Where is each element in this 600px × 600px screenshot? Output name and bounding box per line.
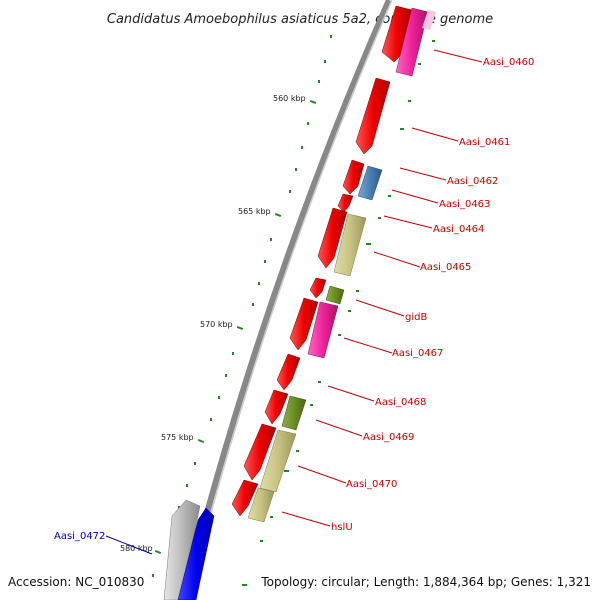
inner-tick-ring	[242, 40, 435, 586]
kbp-label-560: 560 kbp	[273, 94, 306, 103]
reverse-genes	[163, 499, 215, 600]
gene-arrow-aasi-0461[interactable]	[355, 77, 391, 155]
gene-arrow-aasi-0467[interactable]	[289, 297, 319, 351]
feature-pink-1[interactable]	[395, 7, 429, 77]
genome-backbone	[181, 0, 392, 600]
genome-backbone-highlight	[187, 0, 393, 600]
gene-label-hslu[interactable]: hslU	[331, 522, 353, 533]
gene-label-aasi-0465[interactable]: Aasi_0465	[420, 262, 471, 273]
gene-arrow-aasi-0468[interactable]	[276, 353, 301, 391]
feature-khaki-3[interactable]	[247, 487, 275, 523]
footer-left-bg	[4, 572, 148, 592]
kbp-label-570: 570 kbp	[200, 320, 233, 329]
gene-arrow-aasi-0472-blue[interactable]	[177, 507, 215, 600]
gene-label-aasi-0472[interactable]: Aasi_0472	[54, 531, 105, 542]
gene-labels: Aasi_0460 Aasi_0461 Aasi_0462 Aasi_0463 …	[331, 57, 534, 533]
gene-arrow-aasi-0462[interactable]	[342, 159, 365, 195]
feature-khaki-2[interactable]	[259, 429, 297, 493]
major-ticks	[154, 100, 317, 555]
feature-olive-1[interactable]	[325, 285, 345, 305]
gene-arrow-hslu[interactable]	[231, 479, 259, 517]
gene-arrow-aasi-0460[interactable]	[381, 5, 413, 63]
outer-tick-ring	[152, 35, 332, 577]
gene-arrow-aasi-0472-gray[interactable]	[163, 499, 201, 600]
footer-right-bg	[256, 572, 596, 592]
kbp-label-580: 580 kbp	[120, 544, 153, 553]
gene-label-gidb[interactable]: gidB	[405, 312, 427, 323]
gene-arrow-aasi-0464[interactable]	[317, 207, 348, 269]
kbp-label-565: 565 kbp	[238, 207, 271, 216]
label-leader-aasi-0472	[105, 535, 153, 555]
accession-text: Accession: NC_010830	[8, 575, 144, 589]
gene-label-aasi-0467[interactable]: Aasi_0467	[392, 348, 443, 359]
gene-label-aasi-0462[interactable]: Aasi_0462	[447, 176, 498, 187]
gene-label-aasi-0468[interactable]: Aasi_0468	[375, 397, 426, 408]
gene-label-aasi-0470[interactable]: Aasi_0470	[346, 479, 397, 490]
feature-khaki-1[interactable]	[333, 213, 367, 277]
feature-olive-2[interactable]	[281, 395, 307, 431]
feature-pink-2[interactable]	[307, 301, 339, 359]
gene-arrow-gidb[interactable]	[309, 277, 327, 299]
feature-track	[247, 7, 436, 523]
feature-blue[interactable]	[357, 165, 383, 201]
kbp-label-575: 575 kbp	[161, 433, 194, 442]
gene-label-aasi-0469[interactable]: Aasi_0469	[363, 432, 414, 443]
gene-arrow-aasi-0463[interactable]	[337, 193, 354, 213]
feature-pink-light	[422, 10, 436, 30]
gene-label-aasi-0464[interactable]: Aasi_0464	[433, 224, 484, 235]
gene-label-aasi-0463[interactable]: Aasi_0463	[439, 199, 490, 210]
gene-arrow-aasi-0469[interactable]	[264, 389, 289, 425]
label-leaders	[281, 49, 483, 527]
gene-label-aasi-0461[interactable]: Aasi_0461	[459, 137, 510, 148]
gene-label-aasi-0460[interactable]: Aasi_0460	[483, 57, 534, 68]
forward-genes	[231, 5, 413, 517]
gene-arrow-aasi-0470[interactable]	[243, 423, 277, 481]
topology-text: Topology: circular; Length: 1,884,364 bp…	[260, 575, 591, 589]
